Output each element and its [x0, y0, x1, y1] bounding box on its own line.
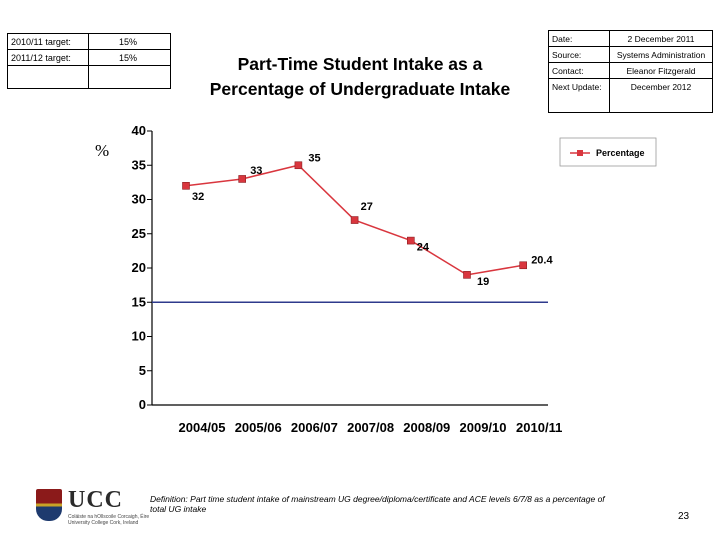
meta-row: Next Update: December 2012 [548, 78, 713, 113]
logo-subtitle-english: University College Cork, Ireland [68, 520, 139, 526]
x-tick-label: 2006/07 [291, 420, 338, 435]
meta-row: Source: Systems Administration [548, 46, 713, 63]
data-point [350, 216, 359, 224]
chart-axes: 0 5 10 15 20 25 30 35 40 2004/05 2005/06 2006/07 200… [132, 123, 563, 435]
chart-legend: Percentage [559, 137, 657, 167]
legend-marker [577, 150, 583, 156]
x-tick-label: 2005/06 [235, 420, 282, 435]
x-tick-label: 2008/09 [403, 420, 450, 435]
data-label: 33 [250, 165, 262, 177]
data-point [294, 161, 303, 170]
y-tick-label: 40 [132, 123, 146, 138]
x-tick-label: 2009/10 [460, 420, 507, 435]
meta-row: Contact: Eleanor Fitzgerald [548, 62, 713, 79]
y-tick-label: 25 [132, 226, 146, 241]
data-label: 35 [308, 152, 320, 164]
y-tick-label: 10 [132, 329, 146, 344]
legend-box [559, 137, 657, 167]
data-point [406, 236, 415, 245]
data-point [463, 271, 471, 279]
title-line-1: Part-Time Student Intake as a [237, 54, 483, 74]
data-point [519, 261, 528, 270]
page-number: 23 [678, 511, 690, 522]
y-tick-label: 30 [132, 192, 146, 207]
title-line-2: Percentage of Undergraduate Intake [209, 79, 511, 99]
y-tick-label: 20 [132, 260, 146, 275]
target-row: 2010/11 target: 15% [7, 33, 171, 50]
meta-value-next-update: December 2012 [609, 78, 713, 113]
y-tick-label: 5 [139, 363, 146, 378]
logo-wordmark: UCC [68, 487, 123, 513]
data-label: 24 [417, 242, 430, 254]
target-row [7, 65, 171, 89]
logo-subtitle-irish: Coláiste na hOllscoile Corcaigh, Éire [68, 514, 150, 520]
meta-table: Date: 2 December 2011 Source: Systems Ad… [548, 30, 713, 113]
series-group: 32 33 35 27 24 19 20.4 [182, 152, 553, 288]
targets-table: 2010/11 target: 15% 2011/12 target: 15% [7, 33, 171, 89]
data-label: 20.4 [531, 254, 553, 266]
x-tick-label: 2007/08 [347, 420, 394, 435]
y-tick-label: 0 [139, 397, 146, 412]
y-axis-unit: % [95, 141, 110, 160]
data-label: 27 [361, 201, 373, 213]
data-label: 19 [477, 276, 489, 288]
data-point [182, 182, 190, 190]
x-tick-label: 2010/11 [516, 420, 562, 435]
definition-text: Definition: Part time student intake of … [150, 494, 605, 514]
data-point [238, 175, 246, 183]
crest-icon [36, 489, 62, 521]
x-tick-label: 2004/05 [179, 420, 226, 435]
page-title: Part-Time Student Intake as a Percentage… [178, 52, 542, 102]
y-tick-label: 15 [132, 294, 146, 309]
y-tick-label: 35 [132, 157, 146, 172]
ucc-logo: UCC Coláiste na hOllscoile Corcaigh, Éir… [36, 487, 156, 527]
target-row: 2011/12 target: 15% [7, 49, 171, 66]
data-label: 32 [192, 191, 204, 203]
legend-label: Percentage [596, 148, 645, 158]
target-value [88, 65, 171, 89]
